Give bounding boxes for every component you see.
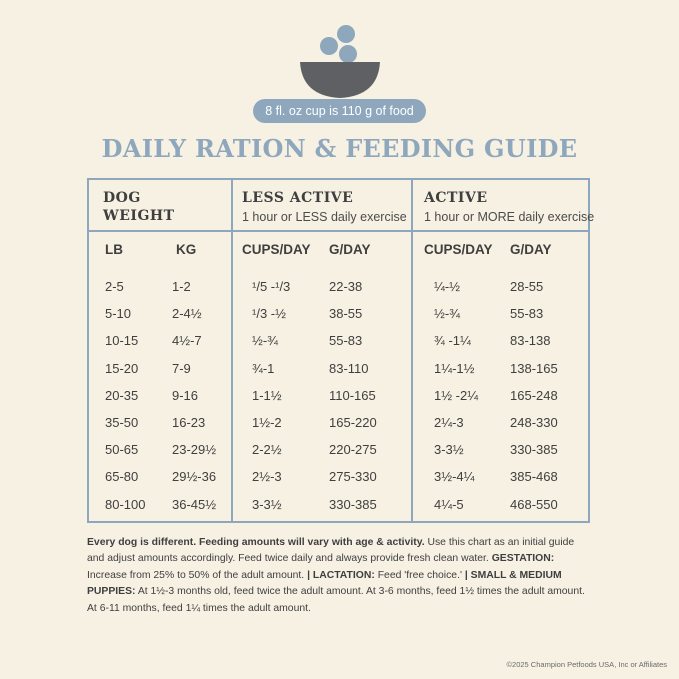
table-cell: 28-55 <box>510 279 544 294</box>
table-cell: 1½-2 <box>252 415 282 430</box>
page-title: DAILY RATION & FEEDING GUIDE <box>101 134 578 163</box>
lactation-text: Feed 'free choice.' <box>374 569 465 581</box>
table-cell: 15-20 <box>105 360 139 376</box>
table-cell: 3-3½ <box>252 496 282 512</box>
table-cell: ¾-1 <box>252 360 275 376</box>
table-cell: 83-110 <box>329 360 369 376</box>
dog-weight-header-line2: WEIGHT <box>103 208 175 224</box>
table-cell: ½-¾ <box>434 306 461 322</box>
gestation-label: GESTATION: <box>491 553 555 565</box>
puppies-label: | SMALL & MEDIUM PUPPIES: <box>87 569 562 598</box>
table-cell: 38-55 <box>329 306 363 322</box>
table-cell: 7-9 <box>172 360 191 376</box>
table-cell: 2¼-3 <box>434 415 464 430</box>
table-cell: 55-83 <box>510 306 544 322</box>
table-cell: 2-5 <box>105 279 124 294</box>
table-cell: 20-35 <box>105 387 139 403</box>
table-cell: 1-1½ <box>252 387 282 403</box>
cup-size-note: 8 fl. oz cup is 110 g of food <box>253 99 426 123</box>
table-cell: ¹/3 -½ <box>252 306 286 322</box>
table-cell: 35-50 <box>105 415 139 430</box>
table-cell: 2-2½ <box>252 442 282 458</box>
feeding-footnote: Every dog is different. Feeding amounts … <box>87 535 592 617</box>
column-header-active-cups: CUPS/DAY <box>424 242 493 257</box>
table-cell: 9-16 <box>172 387 199 403</box>
table-cell: 385-468 <box>510 469 558 485</box>
column-header-active-grams: G/DAY <box>510 242 552 257</box>
table-cell: 138-165 <box>510 360 558 376</box>
table-cell: 65-80 <box>105 469 139 485</box>
table-cell: 2½-3 <box>252 469 282 485</box>
table-cell: 4½-7 <box>172 333 202 349</box>
table-cell: 10-15 <box>105 333 139 349</box>
table-cell: 4¼-5 <box>434 496 464 512</box>
table-cell: 83-138 <box>510 333 551 349</box>
table-cell: 2-4½ <box>172 306 202 322</box>
table-cell: ¹/5 -¹/3 <box>252 279 291 294</box>
table-cell: 3½-4¼ <box>434 469 475 485</box>
column-header-kg: KG <box>176 242 197 257</box>
feeding-table <box>87 178 590 523</box>
table-cell: 50-65 <box>105 442 139 458</box>
column-divider <box>231 180 233 521</box>
less-active-header: LESS ACTIVE <box>242 190 354 206</box>
table-cell: 22-38 <box>329 279 363 294</box>
table-cell: 165-220 <box>329 415 377 430</box>
table-cell: 36-45½ <box>172 496 217 512</box>
column-header-less-grams: G/DAY <box>329 242 371 257</box>
table-cell: 330-385 <box>329 496 377 512</box>
table-cell: 468-550 <box>510 496 558 512</box>
column-divider <box>411 180 413 521</box>
table-cell: 29½-36 <box>172 469 217 485</box>
puppies-text: At 1½-3 months old, feed twice the adult… <box>87 586 585 614</box>
footnote-text: Use this chart as an initial guide and a… <box>87 537 575 565</box>
gestation-text: Increase from 25% to 50% of the adult am… <box>87 569 308 581</box>
table-cell: ¼-½ <box>434 279 461 294</box>
table-cell: 1-2 <box>172 279 191 294</box>
active-subheader: 1 hour or MORE daily exercise <box>424 210 595 224</box>
less-active-subheader: 1 hour or LESS daily exercise <box>242 210 407 224</box>
table-cell: 248-330 <box>510 415 558 430</box>
table-cell: 3-3½ <box>434 442 464 458</box>
table-cell: 55-83 <box>329 333 363 349</box>
column-header-less-cups: CUPS/DAY <box>242 242 311 257</box>
table-cell: 80-100 <box>105 496 146 512</box>
table-cell: 23-29½ <box>172 442 217 458</box>
table-cell: ¾ -1¼ <box>434 333 471 349</box>
copyright: ©2025 Champion Petfoods USA, Inc or Affi… <box>506 660 667 669</box>
footnote-lead: Every dog is different. Feeding amounts … <box>87 537 425 548</box>
table-cell: 275-330 <box>329 469 377 485</box>
table-cell: 1¼-1½ <box>434 360 475 376</box>
table-cell: 1½ -2¼ <box>434 387 479 403</box>
lactation-label: | LACTATION: <box>307 569 375 581</box>
column-header-lb: LB <box>105 242 123 257</box>
table-cell: 330-385 <box>510 442 558 458</box>
table-cell: 220-275 <box>329 442 377 458</box>
table-cell: 110-165 <box>329 387 376 403</box>
table-cell: ½-¾ <box>252 333 279 349</box>
table-cell: 5-10 <box>105 306 132 322</box>
table-cell: 165-248 <box>510 387 558 403</box>
header-divider <box>89 230 588 232</box>
bowl-icon <box>300 25 380 98</box>
table-cell: 16-23 <box>172 415 206 430</box>
dog-weight-header-line1: DOG <box>103 190 141 206</box>
active-header: ACTIVE <box>424 190 488 206</box>
